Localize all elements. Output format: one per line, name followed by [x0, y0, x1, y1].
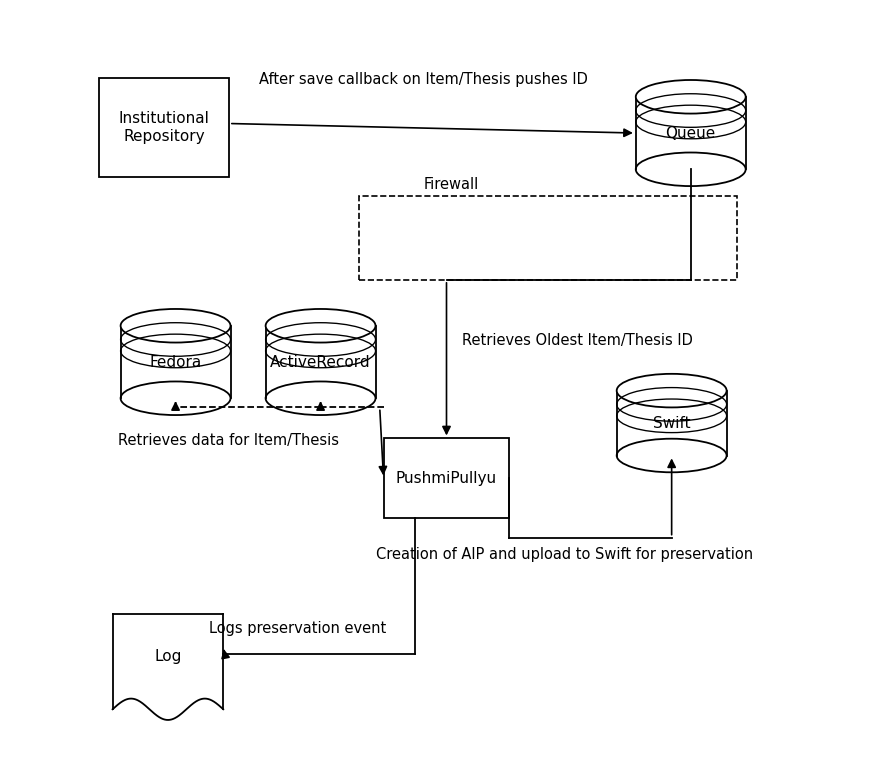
Text: After save callback on Item/Thesis pushes ID: After save callback on Item/Thesis pushe…	[259, 72, 588, 87]
Text: Log: Log	[154, 650, 181, 664]
Text: Swift: Swift	[653, 416, 690, 430]
Text: Queue: Queue	[665, 126, 716, 140]
Bar	[121, 326, 230, 398]
Bar	[99, 77, 229, 177]
Text: Fedora: Fedora	[149, 355, 202, 369]
Text: PushmiPullyu: PushmiPullyu	[396, 471, 497, 486]
Bar	[617, 391, 727, 456]
Ellipse shape	[265, 309, 376, 342]
Text: Retrieves Oldest Item/Thesis ID: Retrieves Oldest Item/Thesis ID	[462, 332, 693, 348]
Text: Retrieves data for Item/Thesis: Retrieves data for Item/Thesis	[119, 433, 339, 447]
Text: Firewall: Firewall	[423, 177, 479, 192]
Bar	[636, 97, 746, 169]
Bar	[359, 196, 737, 280]
Ellipse shape	[121, 309, 230, 342]
Text: ActiveRecord: ActiveRecord	[271, 355, 371, 369]
Text: Institutional
Repository: Institutional Repository	[119, 111, 210, 143]
Bar	[265, 326, 376, 398]
Text: Creation of AIP and upload to Swift for preservation: Creation of AIP and upload to Swift for …	[376, 547, 754, 562]
Bar	[383, 438, 510, 519]
Text: Logs preservation event: Logs preservation event	[209, 621, 387, 636]
Ellipse shape	[636, 80, 746, 113]
Ellipse shape	[617, 374, 727, 408]
